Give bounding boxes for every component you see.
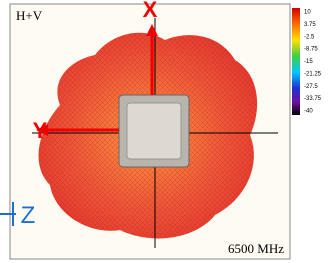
colorbar-tick-label: -27.5 [304,84,318,90]
x-axis-label: X [143,0,158,22]
z-axis-label: Z [21,202,36,229]
radiation-pattern-view: X Y Z H+V 6500 MHz 10 3.75 -2.5 -8.75 -15 -21… [0,0,331,263]
colorbar-tick-label: 3.75 [304,22,316,28]
colorbar-tick-label: -8.75 [304,47,318,53]
colorbar-tick-label: 10 [304,10,311,16]
colorbar-tick-label: -33.75 [304,96,322,102]
colorbar [292,8,300,115]
colorbar-tick-label: -2.5 [304,34,315,40]
colorbar-tick-label: -40 [304,109,313,115]
mode-label: H+V [16,8,43,23]
colorbar-tick-label: -21.25 [304,71,322,77]
frequency-label: 6500 MHz [228,241,284,256]
y-axis-label: Y [33,118,48,143]
colorbar-tick-label: -15 [304,59,313,65]
device-chip-inner [127,103,181,159]
